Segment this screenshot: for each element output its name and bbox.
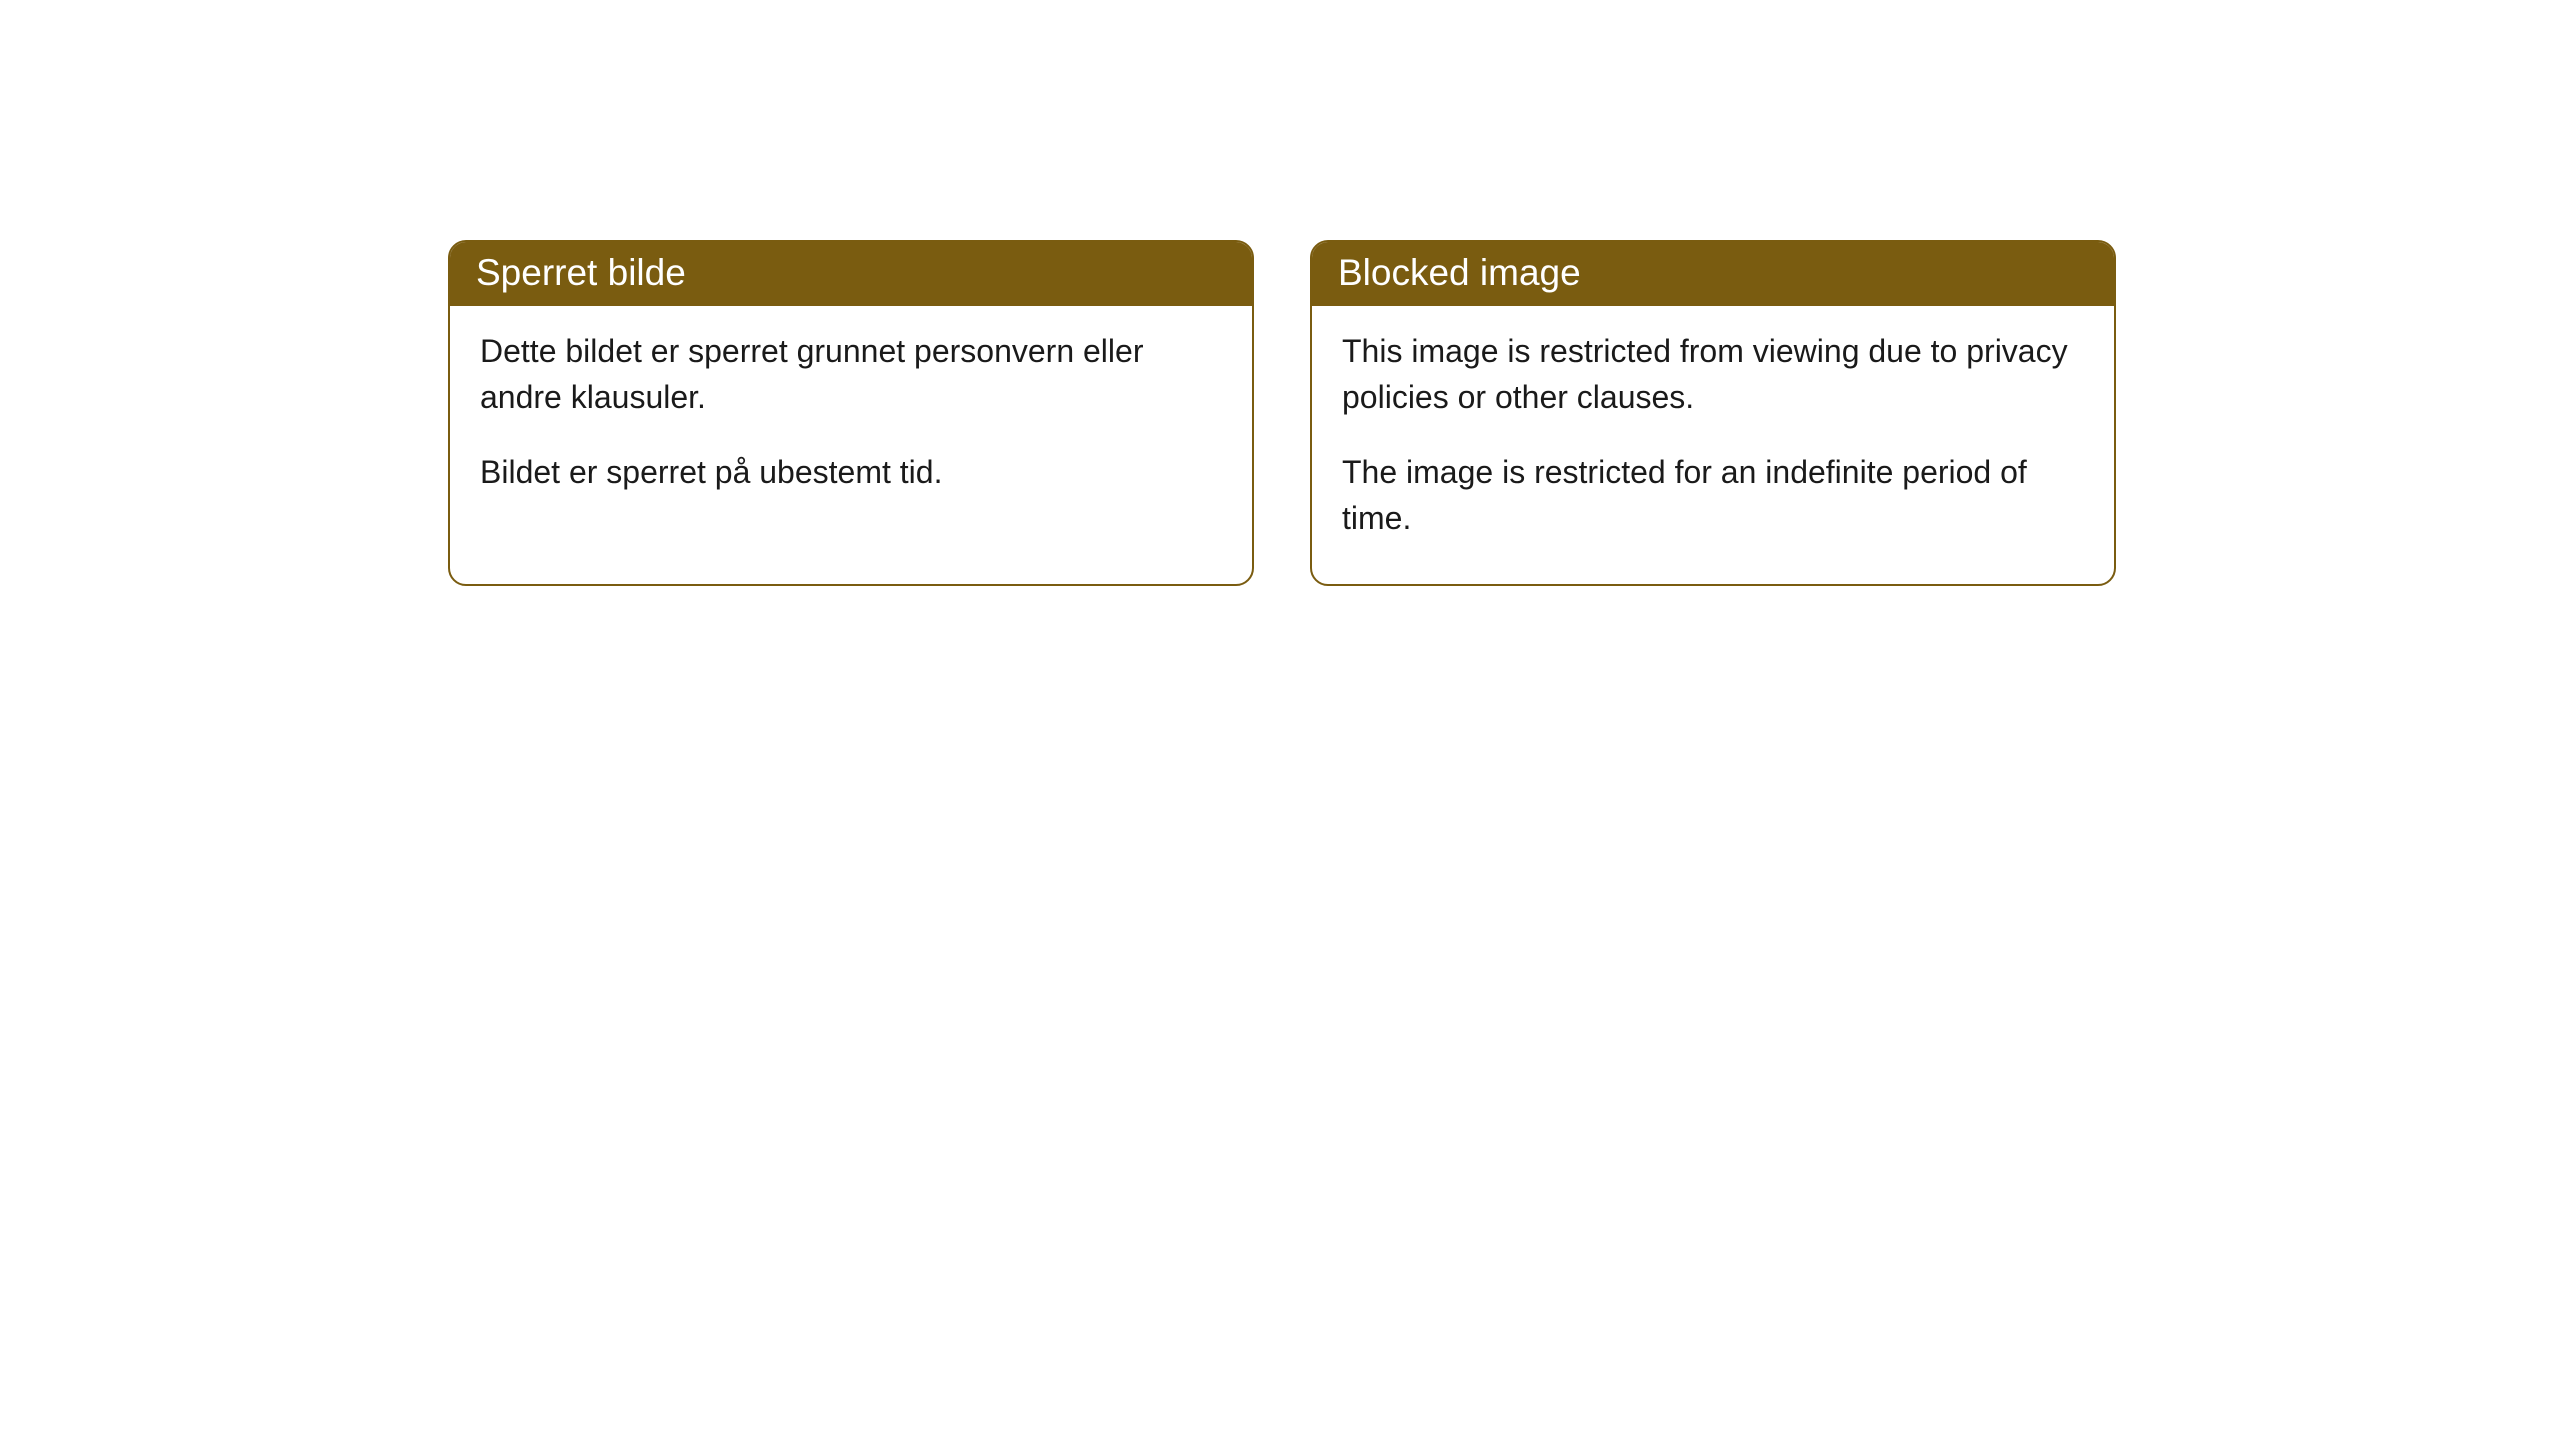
notice-cards-container: Sperret bilde Dette bildet er sperret gr… [448, 240, 2116, 586]
blocked-image-card-no: Sperret bilde Dette bildet er sperret gr… [448, 240, 1254, 586]
card-body: This image is restricted from viewing du… [1312, 306, 2114, 584]
card-paragraph: The image is restricted for an indefinit… [1342, 449, 2084, 542]
card-header: Sperret bilde [450, 242, 1252, 306]
card-body: Dette bildet er sperret grunnet personve… [450, 306, 1252, 537]
card-paragraph: This image is restricted from viewing du… [1342, 328, 2084, 421]
card-paragraph: Dette bildet er sperret grunnet personve… [480, 328, 1222, 421]
blocked-image-card-en: Blocked image This image is restricted f… [1310, 240, 2116, 586]
card-header: Blocked image [1312, 242, 2114, 306]
card-paragraph: Bildet er sperret på ubestemt tid. [480, 449, 1222, 495]
